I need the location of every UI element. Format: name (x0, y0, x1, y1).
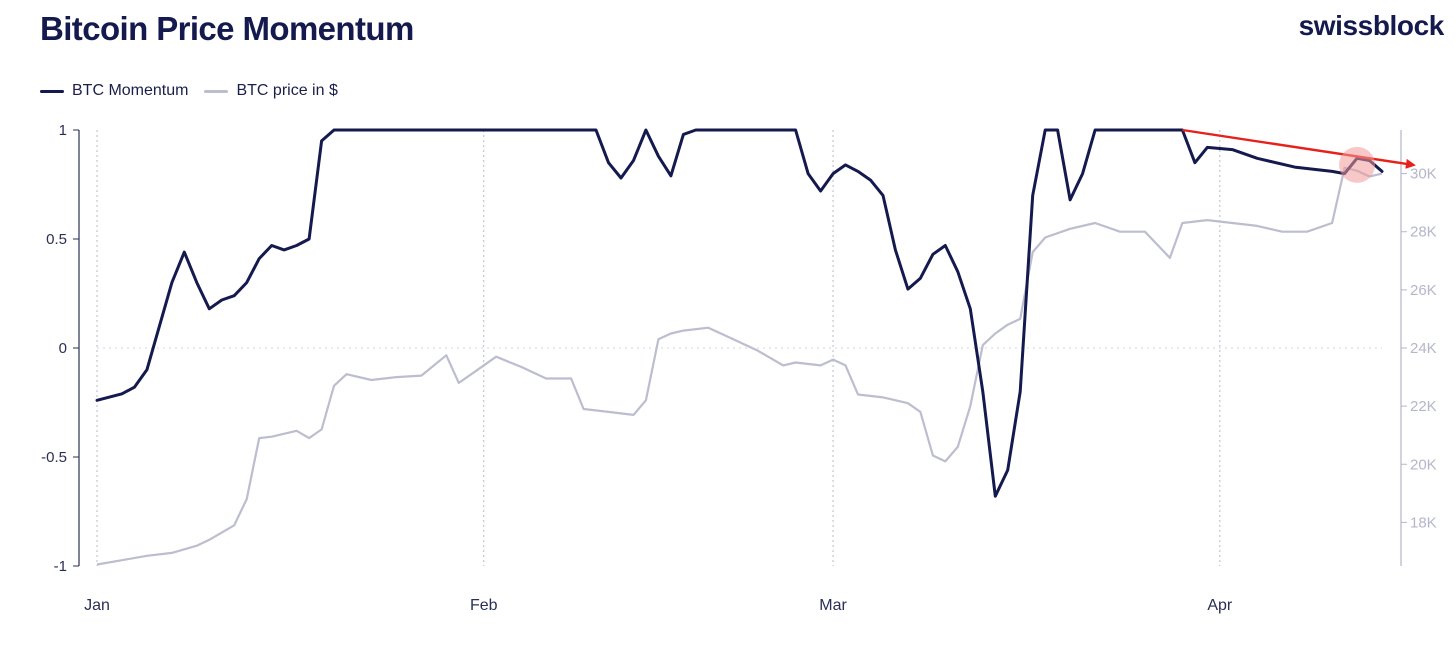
x-tick-label-feb: Feb (470, 597, 498, 614)
legend-label-price: BTC price in $ (236, 82, 338, 99)
left-tick-label: 0.5 (46, 231, 67, 248)
x-tick-label-apr: Apr (1207, 597, 1233, 614)
brand-logo: swissblock (1298, 10, 1445, 41)
x-tick-label-mar: Mar (819, 597, 847, 614)
legend-item-price: BTC price in $ (204, 82, 338, 100)
legend-label-momentum: BTC Momentum (72, 82, 189, 99)
right-tick-label: 30K (1410, 166, 1437, 183)
left-tick-label: -1 (54, 558, 67, 575)
right-tick-label: 26K (1410, 282, 1437, 299)
right-tick-label: 18K (1410, 514, 1437, 531)
right-tick-label: 22K (1410, 398, 1437, 415)
annotations (1182, 128, 1416, 183)
left-tick-label: 0 (59, 340, 67, 357)
chart-title: Bitcoin Price Momentum (40, 10, 414, 47)
series-lines (95, 128, 1384, 566)
left-tick-label: 1 (59, 122, 67, 139)
legend-item-momentum: BTC Momentum (40, 82, 188, 100)
axes: Jan Feb Mar Apr 1 0.5 0 -0.5 -1 30K 28K 26K 24K 22K 20… (41, 122, 1437, 614)
right-tick-label: 28K (1410, 224, 1437, 241)
legend-swatch-momentum (40, 89, 64, 93)
right-tick-label: 24K (1410, 340, 1437, 357)
grid-lines (96, 130, 1382, 566)
right-tick-label: 20K (1410, 456, 1437, 473)
trend-arrow (1182, 128, 1416, 169)
chart-legend: BTC Momentum BTC price in $ (40, 82, 338, 100)
highlight-circle (1339, 146, 1376, 183)
left-tick-label: -0.5 (41, 449, 67, 466)
x-tick-label-jan: Jan (84, 597, 110, 614)
series-line-momentum (95, 128, 1384, 498)
series-line-price (96, 166, 1383, 566)
legend-swatch-price (204, 89, 229, 93)
